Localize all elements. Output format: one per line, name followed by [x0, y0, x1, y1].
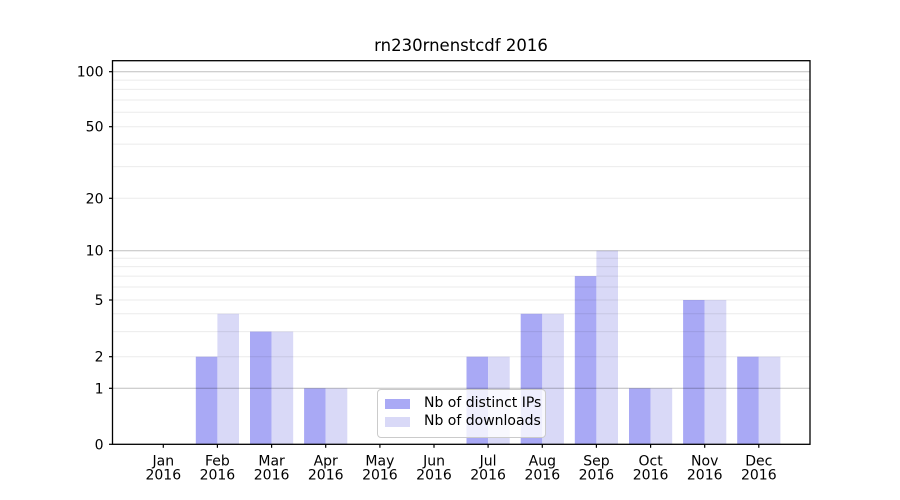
x-tick-label-year: 2016: [579, 468, 615, 484]
bar-distinct-ips-dec: [737, 356, 759, 445]
legend-item-distinct-ips: Nb of distinct IPs: [384, 395, 542, 413]
chart-title: rn230rnenstcdf 2016: [374, 36, 548, 55]
bar-distinct-ips-feb: [195, 356, 218, 445]
x-tick-label-month: Nov: [691, 454, 718, 470]
bar-downloads-oct: [650, 388, 673, 445]
x-tick-label-year: 2016: [145, 468, 181, 484]
x-tick-label-month: Jul: [479, 454, 497, 470]
bar-distinct-ips-nov: [683, 300, 705, 445]
y-tick-label: 2: [95, 350, 104, 366]
y-tick-label: 5: [95, 293, 104, 309]
bar-downloads-dec: [758, 356, 781, 445]
legend-label-downloads: Nb of downloads: [424, 413, 541, 429]
x-tick-label-year: 2016: [470, 468, 506, 484]
x-tick-label-year: 2016: [741, 468, 777, 484]
legend-swatch-distinct-ips: [385, 398, 410, 410]
bar-downloads-feb: [217, 313, 239, 445]
y-tick-label: 0: [95, 437, 104, 453]
x-tick-label-month: Aug: [529, 454, 556, 470]
x-tick-label-month: Sep: [583, 454, 610, 470]
bar-distinct-ips-apr: [304, 388, 326, 445]
x-tick-label-year: 2016: [633, 468, 669, 484]
plot-border: [111, 60, 811, 445]
bar-downloads-nov: [704, 300, 727, 445]
bar-distinct-ips-sep: [574, 276, 597, 445]
x-tick-label-month: Feb: [205, 454, 230, 470]
x-tick-label-month: Apr: [314, 454, 338, 470]
y-tick-label: 20: [86, 191, 104, 207]
x-tick-label-month: Oct: [638, 454, 663, 470]
x-tick-label-year: 2016: [254, 468, 290, 484]
x-tick-label-year: 2016: [687, 468, 723, 484]
x-tick-label-year: 2016: [200, 468, 236, 484]
bar-downloads-sep: [596, 250, 618, 445]
bar-distinct-ips-oct: [629, 388, 651, 445]
y-tick-label: 100: [77, 65, 104, 81]
legend-label-distinct-ips: Nb of distinct IPs: [424, 395, 542, 412]
legend-swatch-downloads: [385, 416, 410, 428]
y-tick-label: 1: [95, 381, 104, 397]
y-tick-label: 10: [86, 244, 104, 260]
x-tick-label-month: Jan: [152, 454, 175, 470]
x-tick-label-month: May: [365, 454, 394, 470]
bar-downloads-apr: [325, 388, 348, 445]
x-tick-label-year: 2016: [308, 468, 344, 484]
bar-downloads-mar: [271, 331, 294, 445]
x-tick-label-month: Mar: [258, 454, 285, 470]
bar-distinct-ips-mar: [250, 331, 272, 445]
x-tick-label-year: 2016: [362, 468, 398, 484]
x-tick-label-month: Dec: [745, 454, 772, 470]
legend-item-downloads: Nb of downloads: [384, 413, 541, 431]
bar-downloads-aug: [542, 313, 564, 445]
x-tick-label-year: 2016: [524, 468, 560, 484]
x-tick-label-month: Jun: [422, 454, 445, 470]
x-tick-label-year: 2016: [416, 468, 452, 484]
legend: Nb of distinct IPs Nb of downloads: [377, 388, 546, 438]
y-tick-label: 50: [86, 120, 104, 136]
